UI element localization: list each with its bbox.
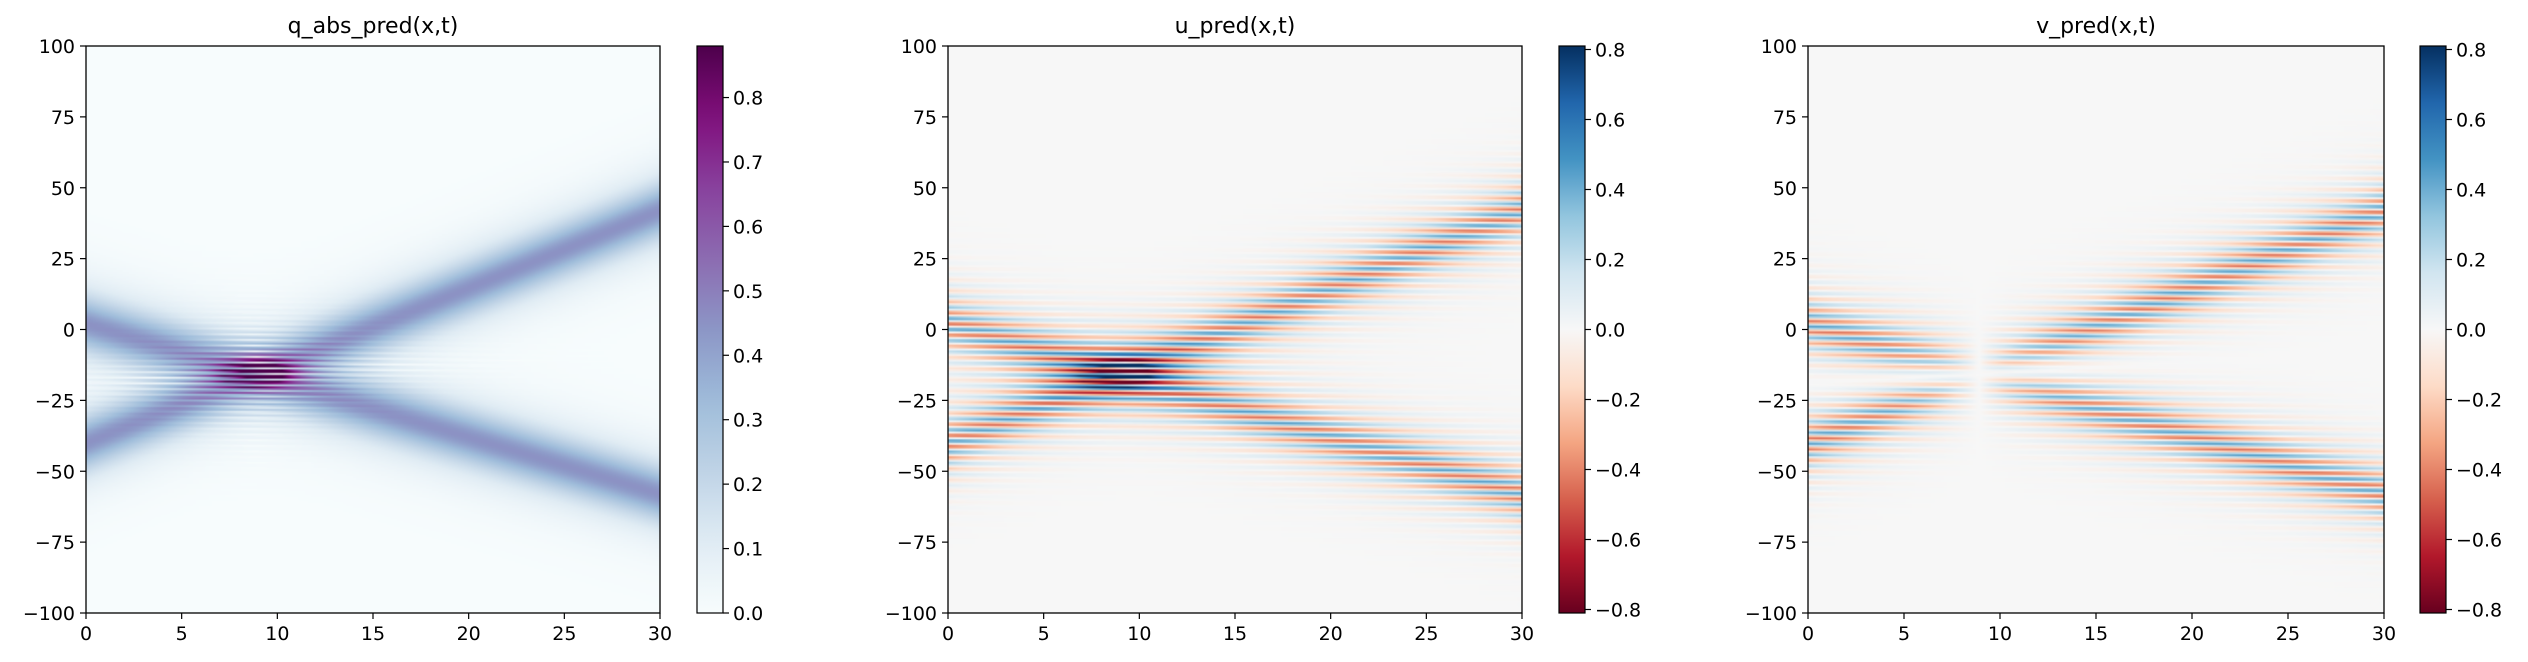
colorbar-tick-label: 0.2 bbox=[733, 474, 763, 496]
x-tick-label: 25 bbox=[2276, 623, 2300, 645]
colorbar-tick-label: 0.4 bbox=[733, 345, 763, 367]
y-tick-label: −75 bbox=[897, 532, 937, 554]
y-tick-label: 75 bbox=[1773, 107, 1797, 129]
y-tick-label: −100 bbox=[885, 603, 937, 625]
x-tick-label: 25 bbox=[552, 623, 576, 645]
x-tick-label: 0 bbox=[942, 623, 954, 645]
heatmap-plot-area: 0 5 10 15 20 25 30 −100 −75 −50 −25 0 25 50 75 100 bbox=[885, 36, 1534, 645]
colorbar-tick-label: −0.8 bbox=[2456, 600, 2502, 622]
colorbar: −0.8 −0.6 −0.4 −0.2 0.0 0.2 0.4 0.6 0.8 bbox=[2419, 40, 2502, 622]
colorbar-tick-label: 0.1 bbox=[733, 539, 763, 561]
x-tick-label: 10 bbox=[265, 623, 289, 645]
colorbar-tick-label: 0.2 bbox=[1595, 250, 1625, 272]
x-tick-label: 15 bbox=[2084, 623, 2108, 645]
x-tick-label: 25 bbox=[1414, 623, 1438, 645]
colorbar-tick-label: 0.5 bbox=[733, 281, 763, 303]
colorbar-gradient bbox=[2419, 45, 2447, 614]
y-tick-label: 50 bbox=[913, 178, 937, 200]
y-tick-label: 100 bbox=[901, 36, 937, 58]
y-tick-label: −75 bbox=[1757, 532, 1797, 554]
colorbar-tick-label: −0.2 bbox=[1595, 390, 1641, 412]
y-tick-label: −100 bbox=[23, 603, 75, 625]
x-tick-label: 15 bbox=[1223, 623, 1247, 645]
colorbar-tick-label: 0.6 bbox=[2456, 110, 2486, 132]
panel-u-pred: u_pred(x,t) 0 5 10 15 20 25 30 −100 −75 −50 −25 0 25… bbox=[885, 14, 1641, 645]
y-tick-label: 100 bbox=[39, 36, 75, 58]
x-tick-label: 0 bbox=[1802, 623, 1814, 645]
y-tick-label: −25 bbox=[1757, 390, 1797, 412]
y-tick-label: 50 bbox=[1773, 178, 1797, 200]
panel-v-pred: v_pred(x,t) 0 5 10 15 20 25 30 −100 −75 −50 −25 0 25… bbox=[1745, 14, 2502, 645]
y-tick-label: −50 bbox=[897, 461, 937, 483]
y-tick-label: 25 bbox=[1773, 249, 1797, 271]
colorbar-tick-label: 0.8 bbox=[1595, 40, 1625, 62]
colorbar-tick-label: 0.6 bbox=[1595, 110, 1625, 132]
colorbar-tick-label: −0.4 bbox=[1595, 460, 1641, 482]
heatmap-plot-area: 0 5 10 15 20 25 30 −100 −75 −50 −25 0 25 50 75 100 bbox=[23, 36, 672, 645]
x-tick-label: 5 bbox=[176, 623, 188, 645]
colorbar-tick-label: 0.4 bbox=[2456, 180, 2486, 202]
y-tick-label: 25 bbox=[51, 249, 75, 271]
colorbar-tick-label: 0.0 bbox=[2456, 320, 2486, 342]
x-tick-label: 20 bbox=[2180, 623, 2204, 645]
colorbar-tick-label: −0.8 bbox=[1595, 600, 1641, 622]
heatmap-image bbox=[1808, 46, 2384, 613]
heatmap-image bbox=[86, 46, 660, 613]
y-tick-label: −75 bbox=[35, 532, 75, 554]
y-tick-label: 75 bbox=[913, 107, 937, 129]
colorbar-tick-label: −0.6 bbox=[1595, 530, 1641, 552]
colorbar-tick-label: 0.8 bbox=[733, 88, 763, 110]
heatmap-plot-area: 0 5 10 15 20 25 30 −100 −75 −50 −25 0 25 50 75 100 bbox=[1745, 36, 2396, 645]
colorbar-tick-label: −0.6 bbox=[2456, 530, 2502, 552]
colorbar-gradient bbox=[1558, 45, 1586, 614]
x-tick-label: 20 bbox=[457, 623, 481, 645]
y-tick-label: 0 bbox=[925, 320, 937, 342]
x-tick-label: 10 bbox=[1127, 623, 1151, 645]
y-tick-label: 50 bbox=[51, 178, 75, 200]
colorbar-tick-label: 0.6 bbox=[733, 216, 763, 238]
y-tick-label: 100 bbox=[1761, 36, 1797, 58]
y-tick-label: 25 bbox=[913, 249, 937, 271]
colorbar-tick-label: 0.3 bbox=[733, 410, 763, 432]
x-tick-label: 10 bbox=[1988, 623, 2012, 645]
colorbar-gradient bbox=[696, 45, 724, 614]
y-tick-label: −50 bbox=[35, 461, 75, 483]
y-tick-label: 0 bbox=[1785, 320, 1797, 342]
x-tick-label: 5 bbox=[1898, 623, 1910, 645]
x-tick-label: 0 bbox=[80, 623, 92, 645]
colorbar: 0.0 0.1 0.2 0.3 0.4 0.5 0.6 0.7 0.8 bbox=[696, 45, 763, 625]
x-tick-label: 30 bbox=[648, 623, 672, 645]
colorbar-tick-label: 0.4 bbox=[1595, 180, 1625, 202]
x-tick-label: 5 bbox=[1038, 623, 1050, 645]
panel-q-abs-pred: q_abs_pred(x,t) 0 5 10 15 20 25 30 −100 −75 −50 −2… bbox=[23, 14, 763, 645]
y-tick-label: −100 bbox=[1745, 603, 1797, 625]
chart-title: v_pred(x,t) bbox=[2036, 14, 2156, 39]
colorbar-tick-label: −0.4 bbox=[2456, 460, 2502, 482]
chart-title: q_abs_pred(x,t) bbox=[288, 14, 459, 39]
x-tick-label: 15 bbox=[361, 623, 385, 645]
colorbar-tick-label: 0.2 bbox=[2456, 250, 2486, 272]
colorbar: −0.8 −0.6 −0.4 −0.2 0.0 0.2 0.4 0.6 0.8 bbox=[1558, 40, 1641, 622]
heatmap-image bbox=[948, 46, 1522, 613]
chart-title: u_pred(x,t) bbox=[1175, 14, 1296, 39]
colorbar-tick-label: −0.2 bbox=[2456, 390, 2502, 412]
x-tick-label: 30 bbox=[1510, 623, 1534, 645]
y-tick-label: −25 bbox=[897, 390, 937, 412]
y-tick-label: 0 bbox=[63, 320, 75, 342]
x-tick-label: 30 bbox=[2372, 623, 2396, 645]
colorbar-tick-label: 0.7 bbox=[733, 152, 763, 174]
colorbar-tick-label: 0.8 bbox=[2456, 40, 2486, 62]
y-tick-label: −50 bbox=[1757, 461, 1797, 483]
x-tick-label: 20 bbox=[1319, 623, 1343, 645]
colorbar-tick-label: 0.0 bbox=[733, 603, 763, 625]
colorbar-tick-label: 0.0 bbox=[1595, 320, 1625, 342]
y-tick-label: −25 bbox=[35, 390, 75, 412]
y-tick-label: 75 bbox=[51, 107, 75, 129]
